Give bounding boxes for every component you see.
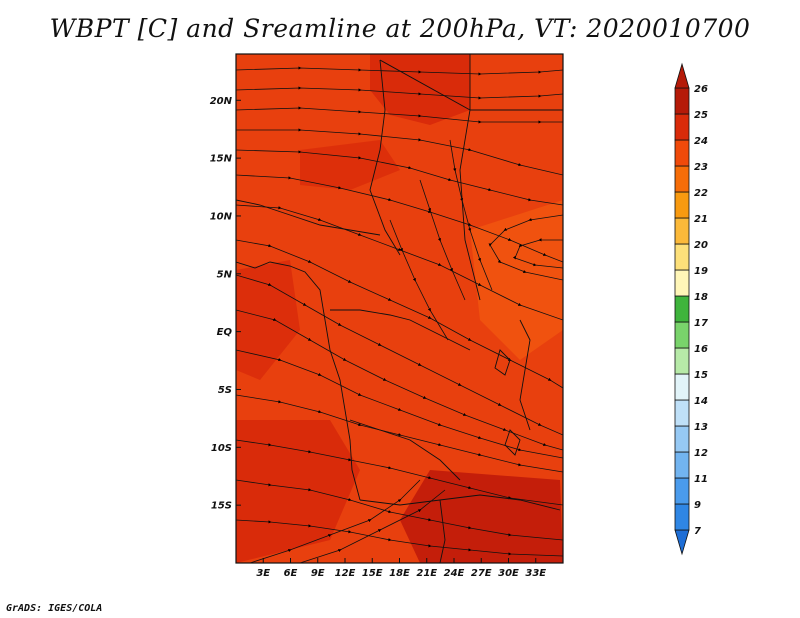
border — [469, 54, 563, 111]
colorbar-segment — [674, 347, 690, 375]
colorbar-label: 25 — [694, 110, 708, 121]
lon-tick-label: 18E — [389, 568, 410, 579]
coastline — [236, 261, 361, 501]
colorbar-segment — [674, 425, 690, 453]
lon-tick-label: 15E — [362, 568, 383, 579]
lat-tick-label: 5S — [218, 385, 232, 396]
colorbar-segment — [674, 191, 690, 219]
streamline — [236, 86, 563, 100]
colorbar-label: 12 — [694, 448, 708, 459]
lat-tick-label: 15S — [211, 501, 232, 512]
streamline — [236, 106, 563, 124]
colorbar-label: 16 — [694, 344, 708, 355]
border — [359, 494, 561, 511]
colorbar-label: 22 — [694, 188, 708, 199]
streamline — [389, 219, 449, 341]
lon-tick-label: 3E — [256, 568, 270, 579]
border — [330, 309, 471, 351]
colorbar-label: 9 — [694, 500, 701, 511]
colorbar-label: 20 — [694, 240, 708, 251]
streamline — [488, 214, 563, 281]
border — [236, 199, 381, 236]
colorbar: 7 9 11 12 13 14 15 16 17 18 19 20 21 22 23 24 25 26 — [674, 62, 708, 556]
colorbar-segment — [674, 87, 690, 115]
lat-tick-label: 20N — [210, 96, 233, 107]
lon-tick-label: 33E — [525, 568, 546, 579]
colorbar-segment — [674, 321, 690, 349]
lake — [494, 349, 511, 376]
streamline — [512, 238, 563, 269]
coastlines-borders — [236, 54, 563, 563]
lon-tick-label: 27E — [471, 568, 492, 579]
streamlines — [236, 66, 563, 563]
colorbar-segment — [674, 139, 690, 167]
longitude-axis: 3E 6E 9E 12E 15E 18E 21E 24E 27E 30E 33E — [256, 558, 546, 579]
map-title: WBPT [C] and Sreamline at 200hPa, VT: 20… — [49, 14, 751, 43]
lat-tick-label: 15N — [210, 154, 233, 165]
lon-tick-label: 30E — [498, 568, 519, 579]
colorbar-label: 24 — [694, 136, 708, 147]
border — [349, 419, 461, 481]
colorbar-label: 23 — [694, 162, 708, 173]
border — [439, 499, 446, 563]
lon-tick-label: 24E — [444, 568, 465, 579]
streamline — [449, 139, 493, 291]
lon-tick-label: 12E — [335, 568, 356, 579]
colorbar-segment — [674, 451, 690, 479]
lat-tick-label: 10S — [211, 443, 232, 454]
colorbar-label: 15 — [694, 370, 708, 381]
colorbar-label: 21 — [694, 214, 708, 225]
colorbar-segment — [674, 477, 690, 505]
wbpt-patch-southeast — [400, 470, 563, 563]
lat-tick-label: 5N — [217, 269, 233, 280]
colorbar-segment — [674, 217, 690, 245]
lon-tick-label: 21E — [416, 568, 437, 579]
colorbar-segment — [674, 269, 690, 297]
colorbar-segment — [674, 165, 690, 193]
colorbar-segment — [674, 295, 690, 323]
border — [379, 59, 481, 301]
colorbar-segment — [674, 373, 690, 401]
colorbar-segment — [674, 399, 690, 427]
streamline — [236, 66, 563, 76]
map-panel — [236, 54, 563, 563]
colorbar-label: 18 — [694, 292, 708, 303]
colorbar-label: 11 — [694, 474, 708, 485]
streamline — [299, 489, 446, 563]
lat-tick-label: 10N — [210, 211, 233, 222]
colorbar-segment — [674, 113, 690, 141]
colorbar-lower-arrow — [674, 529, 690, 556]
lat-tick-label: EQ — [217, 327, 233, 338]
lon-tick-label: 6E — [284, 568, 298, 579]
credit-text: GrADS: IGES/COLA — [6, 603, 103, 614]
colorbar-label: 13 — [694, 422, 708, 433]
latitude-axis: 20N 15N 10N 5N EQ 5S 10S 15S — [210, 96, 241, 512]
lon-tick-label: 9E — [311, 568, 325, 579]
lake — [504, 429, 521, 456]
colorbar-label: 26 — [694, 84, 708, 95]
colorbar-segment — [674, 243, 690, 271]
colorbar-segment — [674, 503, 690, 531]
colorbar-label: 17 — [694, 318, 708, 329]
colorbar-label: 7 — [694, 526, 701, 537]
streamline — [419, 179, 466, 301]
border — [369, 59, 401, 256]
border — [519, 319, 531, 431]
colorbar-upper-arrow — [674, 62, 690, 89]
colorbar-label: 19 — [694, 266, 708, 277]
colorbar-label: 14 — [694, 396, 708, 407]
